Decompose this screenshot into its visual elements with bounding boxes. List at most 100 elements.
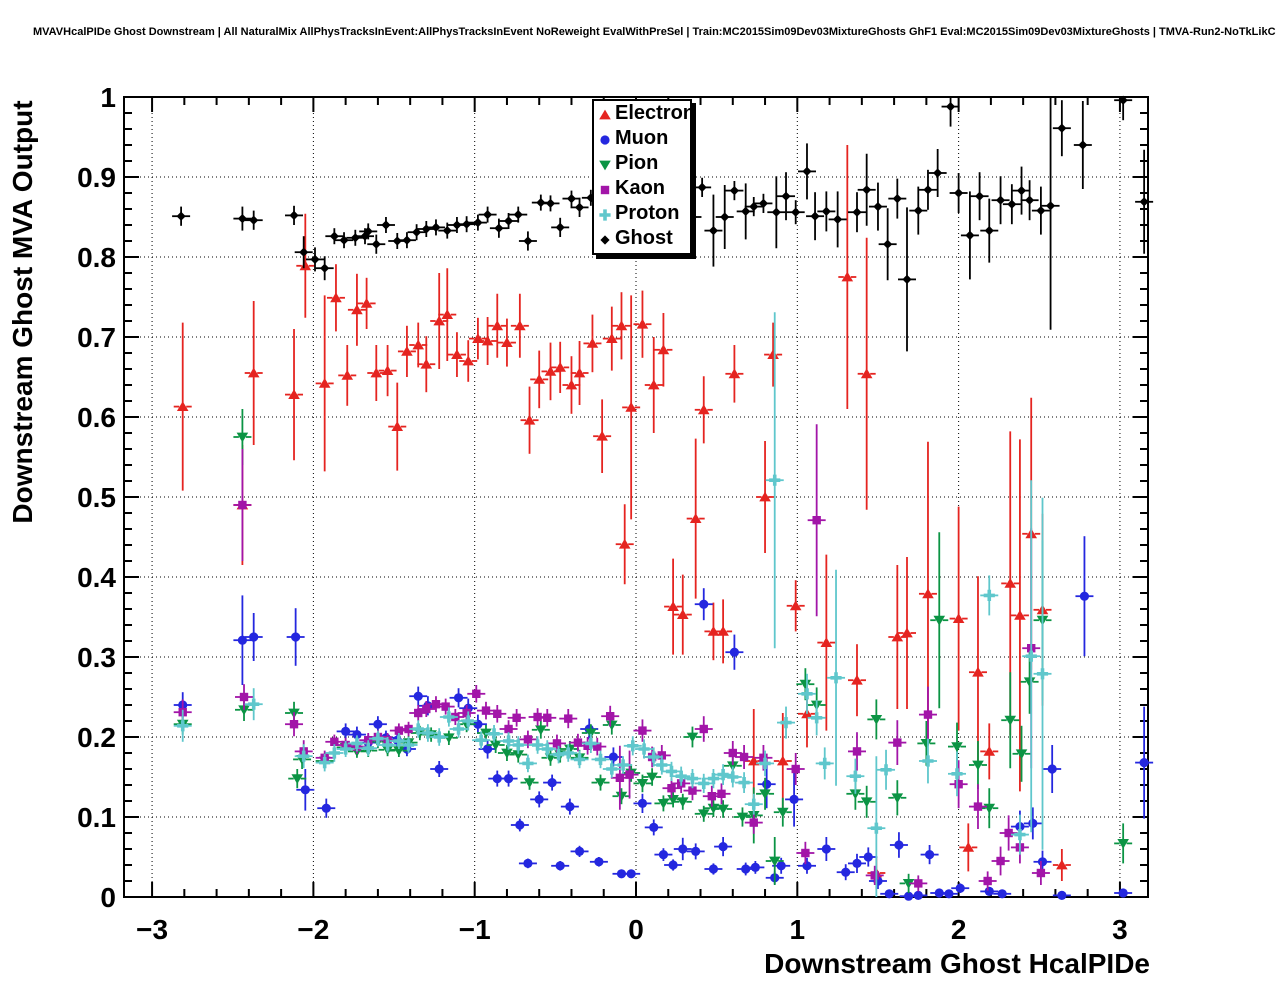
data-point	[1004, 715, 1017, 726]
data-point	[489, 740, 502, 751]
data-point	[944, 889, 954, 899]
data-point	[708, 226, 719, 236]
data-point	[433, 315, 446, 326]
data-point	[1025, 650, 1037, 662]
legend-item-proton: Proton	[594, 201, 690, 226]
data-point	[523, 778, 536, 788]
gridlines	[124, 97, 1148, 897]
data-point	[492, 774, 502, 784]
data-point	[717, 804, 729, 815]
data-point	[502, 735, 515, 747]
data-point	[729, 186, 739, 196]
data-point	[626, 869, 636, 879]
x-tick-label: −3	[136, 914, 168, 945]
data-point	[606, 333, 618, 343]
data-point	[727, 771, 739, 783]
data-point	[434, 764, 444, 774]
data-point	[625, 770, 634, 779]
x-tick-label: 1	[790, 914, 806, 945]
data-point	[860, 797, 873, 808]
data-point	[893, 738, 902, 747]
legend-label: Ghost	[615, 227, 673, 249]
data-point	[453, 693, 464, 703]
data-point	[699, 599, 709, 609]
data-point	[749, 818, 758, 827]
data-point	[769, 474, 781, 486]
data-point	[443, 711, 455, 723]
data-point	[431, 700, 441, 709]
data-point	[759, 491, 771, 502]
data-point	[627, 740, 639, 752]
ghost-diamond-icon	[600, 234, 610, 245]
data-point	[780, 717, 792, 729]
legend-item-electron: Electron	[594, 101, 695, 126]
data-point	[954, 188, 964, 198]
data-point	[717, 626, 729, 636]
data-point	[776, 861, 786, 871]
data-point	[707, 626, 720, 636]
data-point	[1047, 764, 1057, 774]
data-point	[543, 713, 552, 722]
data-point	[533, 374, 546, 384]
data-point	[1078, 140, 1088, 150]
data-point	[237, 214, 248, 224]
x-tick-label: −1	[459, 914, 491, 945]
data-point	[767, 349, 779, 359]
data-point	[1056, 859, 1068, 870]
data-point	[523, 414, 536, 425]
data-point	[373, 719, 383, 729]
data-point	[381, 365, 394, 375]
data-point	[1036, 668, 1049, 680]
data-point	[535, 725, 547, 736]
data-point	[802, 166, 812, 176]
data-point	[901, 627, 913, 638]
y-tick-label: 0.3	[77, 642, 116, 673]
data-point	[656, 759, 668, 771]
legend-label: Pion	[615, 152, 659, 174]
data-point	[249, 215, 259, 225]
data-point	[973, 802, 983, 811]
data-point	[812, 516, 821, 525]
data-point	[739, 752, 749, 762]
data-point	[914, 879, 923, 888]
y-tick-label: 0.1	[77, 802, 116, 833]
data-point	[1028, 818, 1038, 829]
data-point	[300, 785, 310, 795]
data-point	[891, 793, 904, 804]
pion-triangle-down-icon	[599, 160, 611, 170]
data-point	[1014, 610, 1026, 620]
data-point	[913, 206, 923, 216]
data-point	[291, 774, 304, 784]
data-point	[883, 239, 893, 249]
data-point	[833, 214, 843, 224]
data-point	[618, 538, 631, 549]
data-point	[708, 864, 719, 874]
data-point	[819, 757, 831, 769]
data-point	[1036, 206, 1046, 216]
data-point	[412, 227, 422, 237]
data-point	[319, 757, 331, 769]
data-point	[870, 715, 883, 725]
data-point	[462, 715, 474, 727]
data-point	[972, 760, 984, 771]
data-point	[923, 710, 933, 719]
data-point	[678, 844, 688, 854]
data-point	[493, 709, 502, 718]
data-point	[370, 367, 383, 378]
data-point	[482, 744, 493, 754]
proton-plus-icon	[599, 208, 611, 221]
data-point	[810, 211, 820, 221]
series-kaon	[173, 424, 1050, 892]
data-point	[676, 609, 689, 619]
data-point	[657, 344, 670, 355]
data-point	[697, 809, 710, 820]
x-tick-label: 0	[628, 914, 644, 945]
data-point	[412, 339, 425, 350]
data-point	[913, 890, 923, 901]
y-tick-label: 0.2	[77, 722, 116, 753]
data-point	[593, 742, 602, 751]
data-point	[330, 737, 339, 746]
data-point	[501, 748, 513, 759]
data-point	[676, 797, 689, 808]
